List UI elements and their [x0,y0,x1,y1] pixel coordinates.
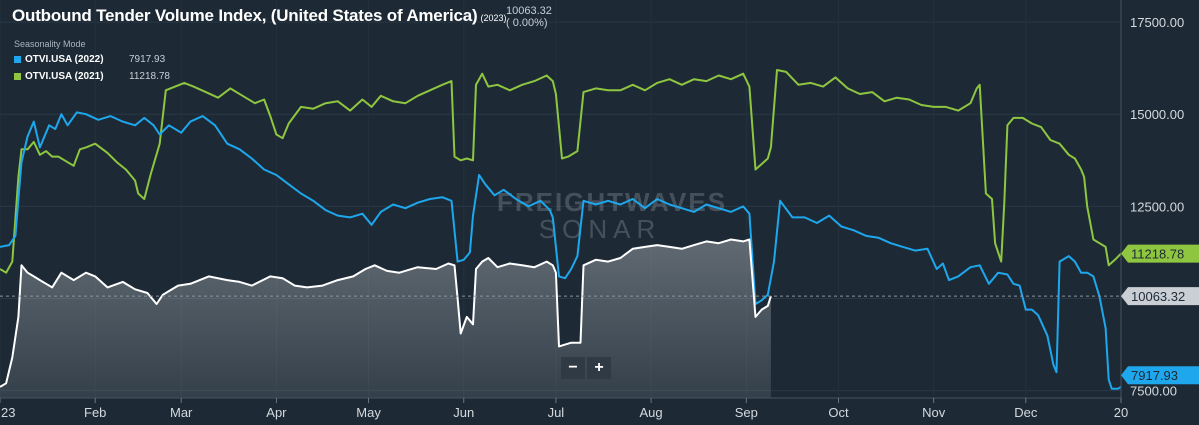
series-line-0 [0,238,772,388]
zoom-in-button[interactable]: + [587,357,611,379]
end-label-text: 10063.32 [1131,289,1185,304]
zoom-controls: − + [561,357,613,379]
x-tick-label: 23 [1,405,15,420]
legend-value: 7917.93 [129,54,166,65]
x-tick-label: Dec [1014,405,1038,420]
seasonality-label: Seasonality Mode [14,39,86,49]
chart-title-year: (2023) [480,13,507,23]
watermark: FREIGHTWAVES SONAR [497,187,725,244]
series-line-1 [0,111,1122,390]
legend-item-2022[interactable]: OTVI.USA (2022) 7917.93 [14,54,165,65]
end-labels: 11218.78 10063.32 7917.93 [1121,244,1199,385]
x-axis-ticks: 23 Feb Mar Apr May Jun Jul Aug Sep Oct Nov Dec 20 [0,398,1128,420]
x-tick-label: Oct [828,405,849,420]
legend-name: OTVI.USA (2022) [25,54,104,65]
header-value: 10063.32 [506,5,552,17]
x-tick-label: May [356,405,381,420]
y-tick-label: 7500.00 [1130,384,1177,399]
chart-title: Outbound Tender Volume Index, (United St… [12,6,478,25]
end-label-box [1121,244,1199,263]
x-tick-label: Jul [548,405,565,420]
y-tick-label: 17500.00 [1130,15,1184,30]
end-label-box [1121,287,1199,306]
end-label-box [1121,366,1199,385]
x-tick-label: Mar [170,405,193,420]
series-lines [0,69,1122,390]
x-tick-label: Apr [266,405,287,420]
chart-header: Outbound Tender Volume Index, (United St… [12,6,507,26]
area-layer [0,239,771,398]
series-line-2 [0,69,1122,274]
y-tick-label: 12500.00 [1130,199,1184,214]
header-change: ( 0.00%) [506,17,548,29]
x-tick-label: 20 [1114,405,1128,420]
watermark-product: SONAR [539,214,661,244]
x-tick-label: Aug [640,405,663,420]
y-tick-label: 15000.00 [1130,107,1184,122]
x-tick-label: Nov [922,405,946,420]
series-area-0 [0,239,771,398]
legend-name: OTVI.USA (2021) [25,71,104,82]
end-label-text: 11218.78 [1131,247,1184,262]
legend-value: 11218.78 [129,71,170,82]
x-tick-label: Feb [84,405,106,420]
end-label-text: 7917.93 [1131,368,1178,383]
zoom-out-button[interactable]: − [561,357,585,379]
x-tick-label: Sep [735,405,758,420]
legend-item-2021[interactable]: OTVI.USA (2021) 11218.78 [14,71,170,82]
legend-swatch-2022 [14,56,21,63]
legend-swatch-2021 [14,73,21,80]
header-value-block: 10063.32 ( 0.00%) [506,5,552,29]
x-tick-label: Jun [453,405,474,420]
